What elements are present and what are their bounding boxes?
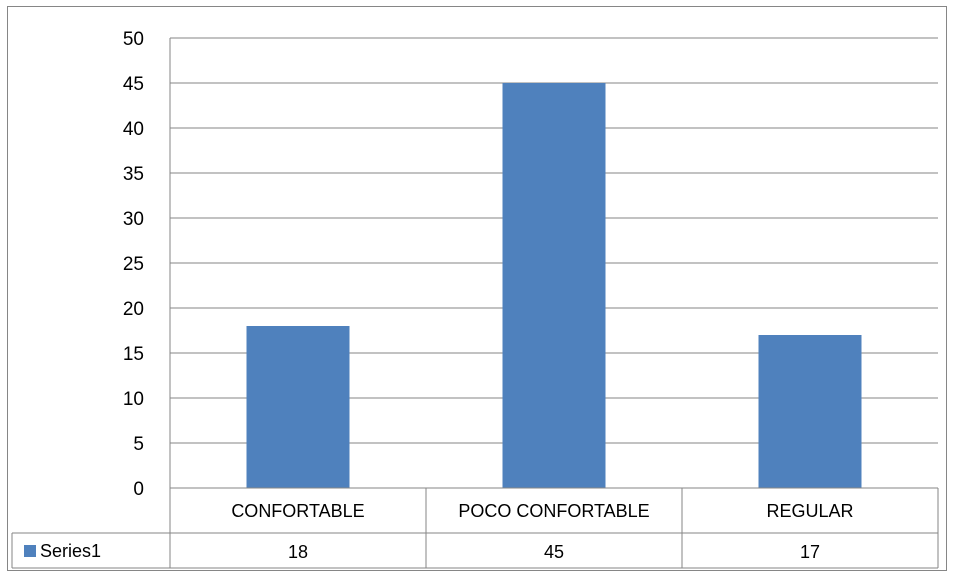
y-tick-label: 5 [133,434,144,455]
bar [502,83,606,488]
bar [758,335,862,488]
data-table-value: 45 [544,542,564,562]
y-tick-label: 20 [123,299,144,320]
bars [246,83,862,488]
data-table-value: 17 [800,542,820,562]
data-table-value: 18 [288,542,308,562]
y-tick-label: 45 [123,74,144,95]
legend-series-name: Series1 [40,541,101,561]
legend-key [24,545,36,557]
y-tick-label: 15 [123,344,144,365]
bar [246,326,350,488]
y-tick-label: 0 [133,479,144,500]
x-category-label: REGULAR [766,501,853,521]
y-tick-label: 10 [123,389,144,410]
data-table: CONFORTABLE POCO CONFORTABLE REGULAR Series… [11,487,939,569]
y-tick-label: 50 [123,29,144,50]
x-category-label: CONFORTABLE [231,501,364,521]
y-tick-label: 30 [123,209,144,230]
y-tick-label: 25 [123,254,144,275]
y-axis-ticks: 0 5 10 15 20 25 30 35 40 45 50 [123,29,144,500]
y-tick-label: 40 [123,119,144,140]
y-tick-label: 35 [123,164,144,185]
x-category-label: POCO CONFORTABLE [458,501,649,521]
